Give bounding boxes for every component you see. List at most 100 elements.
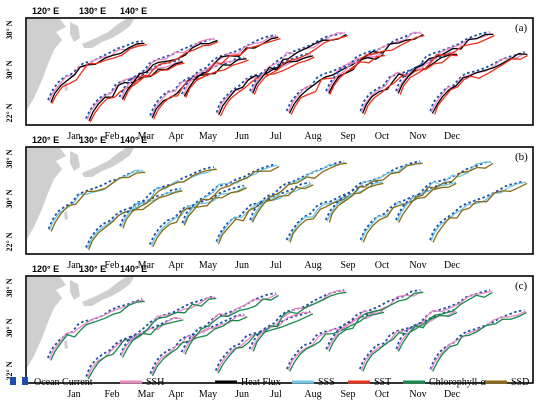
month-snapshot bbox=[181, 163, 280, 226]
sss-path bbox=[396, 161, 492, 222]
ocean-current-path bbox=[47, 40, 143, 101]
month-snapshot bbox=[119, 166, 217, 229]
month-label: Aug bbox=[304, 260, 321, 271]
month-snapshot bbox=[325, 31, 425, 95]
latitude-label: 38° N bbox=[5, 20, 14, 39]
ocean-current-path bbox=[148, 184, 245, 245]
legend-item: Ocean Current bbox=[10, 377, 93, 388]
month-label: Mar bbox=[138, 131, 155, 142]
month-snapshot bbox=[286, 309, 385, 372]
month-label: Sep bbox=[341, 389, 356, 400]
month-label: Oct bbox=[375, 260, 390, 271]
front-paths bbox=[46, 289, 527, 380]
month-snapshot bbox=[395, 160, 494, 223]
month-snapshot bbox=[358, 309, 458, 372]
latitude-label: 30° N bbox=[5, 189, 14, 208]
ocean-current-path bbox=[85, 316, 180, 377]
month-label: Sep bbox=[341, 131, 356, 142]
ocean-current-path bbox=[46, 298, 143, 359]
japan-islands bbox=[82, 277, 134, 306]
month-snapshot bbox=[395, 289, 493, 352]
ssd-path bbox=[362, 182, 457, 243]
chlorophyll--path bbox=[397, 291, 493, 352]
month-label: Aug bbox=[304, 131, 321, 142]
legend-label: SST bbox=[374, 377, 391, 388]
ocean-current-path bbox=[285, 180, 381, 241]
front-paths bbox=[47, 31, 528, 123]
ssh-path bbox=[120, 296, 216, 357]
ocean-current-path bbox=[358, 309, 455, 370]
month-snapshot bbox=[118, 37, 219, 101]
month-label: Nov bbox=[409, 389, 426, 400]
ssd-path bbox=[50, 171, 146, 232]
ocean-current-path bbox=[214, 310, 311, 371]
month-label: Feb bbox=[105, 131, 120, 142]
month-label: Jun bbox=[235, 389, 249, 400]
chlorophyll--path bbox=[328, 291, 424, 352]
heat-flux-path bbox=[50, 42, 145, 103]
month-label: Mar bbox=[138, 260, 155, 271]
month-label: Jul bbox=[270, 389, 282, 400]
ocean-current-path bbox=[119, 295, 215, 356]
month-label: Jan bbox=[67, 260, 80, 271]
ssh-path bbox=[250, 289, 346, 351]
longitude-label: 120° E bbox=[32, 6, 59, 16]
month-snapshot bbox=[119, 295, 217, 358]
legend-item: SST bbox=[348, 377, 391, 388]
month-snapshot bbox=[46, 298, 145, 361]
month-label: Oct bbox=[375, 389, 390, 400]
ocean-current-path bbox=[325, 31, 420, 92]
month-label: Jun bbox=[235, 260, 249, 271]
japan-islands bbox=[82, 148, 134, 177]
month-label: Apr bbox=[168, 389, 184, 400]
month-snapshot bbox=[285, 180, 384, 243]
month-snapshot bbox=[214, 310, 314, 374]
month-label: May bbox=[199, 389, 217, 400]
legend-item: SSH bbox=[120, 377, 164, 388]
month-label: Dec bbox=[444, 389, 461, 400]
ssd-path bbox=[88, 190, 183, 251]
taiwan-island bbox=[64, 340, 68, 349]
month-snapshot bbox=[395, 31, 495, 95]
ssh-path bbox=[250, 32, 346, 93]
ocean-current-path bbox=[149, 313, 245, 374]
month-label: Mar bbox=[138, 389, 155, 400]
ssd-path bbox=[251, 162, 348, 223]
ssh-path bbox=[327, 31, 422, 93]
legend-swatch bbox=[10, 377, 16, 385]
ssh-path bbox=[150, 315, 246, 375]
heat-flux-path bbox=[431, 53, 528, 114]
month-snapshot bbox=[47, 169, 146, 232]
month-snapshot bbox=[325, 289, 424, 352]
sst-path bbox=[290, 54, 386, 115]
month-label: Feb bbox=[105, 389, 120, 400]
latitude-label: 30° N bbox=[5, 318, 14, 337]
chlorophyll--path bbox=[122, 297, 217, 358]
month-label: May bbox=[199, 260, 217, 271]
month-label: Apr bbox=[168, 260, 184, 271]
legend-item: Heat Flux bbox=[215, 377, 281, 388]
latitude-label: 22° N bbox=[5, 361, 14, 380]
month-label: Nov bbox=[409, 260, 426, 271]
sss-path bbox=[216, 183, 312, 243]
month-label: Jul bbox=[270, 260, 282, 271]
sss-path bbox=[326, 161, 422, 222]
month-snapshot bbox=[429, 51, 528, 115]
month-snapshot bbox=[249, 160, 348, 223]
sss-path bbox=[120, 167, 216, 228]
legend-item: Chlorophyll-α bbox=[403, 377, 487, 388]
month-snapshot bbox=[429, 180, 528, 243]
ssd-path bbox=[398, 162, 494, 223]
ssh-path bbox=[326, 290, 423, 351]
chlorophyll--path bbox=[362, 311, 458, 372]
ocean-current-path bbox=[85, 58, 180, 119]
month-label: Dec bbox=[444, 131, 461, 142]
ssd-path bbox=[328, 162, 423, 223]
ocean-current-path bbox=[181, 163, 276, 224]
latitude-label: 30° N bbox=[5, 60, 14, 79]
sst-path bbox=[399, 35, 495, 95]
ocean-current-path bbox=[215, 181, 311, 242]
china-landmass bbox=[27, 19, 66, 110]
month-label: Nov bbox=[409, 131, 426, 142]
